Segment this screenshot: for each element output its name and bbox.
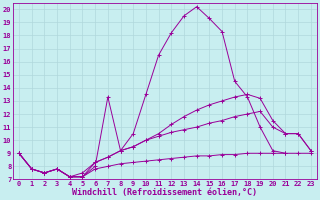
X-axis label: Windchill (Refroidissement éolien,°C): Windchill (Refroidissement éolien,°C) xyxy=(72,188,258,197)
